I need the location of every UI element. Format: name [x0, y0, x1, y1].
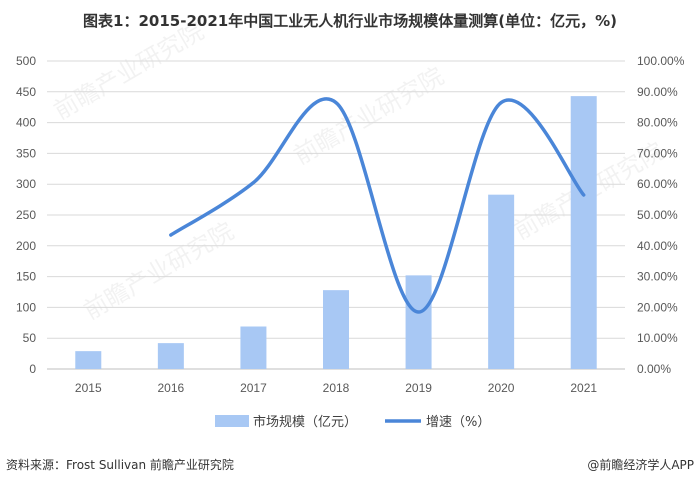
- bar: [75, 351, 102, 369]
- y-axis-left: 0 50 100 150 200 250 300 350 400 450 500: [16, 54, 36, 376]
- y-left-tick-label: 150: [16, 270, 36, 284]
- watermark-text: 前瞻产业研究院: [79, 217, 238, 325]
- y-right-tick-label: 10.00%: [637, 331, 678, 345]
- y-right-tick-label: 20.00%: [637, 300, 678, 314]
- brand-credit: @前瞻经济学人APP: [587, 458, 694, 472]
- y-left-tick-label: 300: [16, 177, 36, 191]
- y-left-tick-label: 500: [16, 54, 36, 68]
- bar: [323, 290, 349, 369]
- legend: 市场规模（亿元） 增速（%）: [215, 414, 490, 430]
- y-right-tick-label: 70.00%: [637, 146, 678, 160]
- x-axis: 2015 2016 2017 2018 2019 2020 2021: [75, 381, 597, 395]
- y-left-tick-label: 350: [16, 146, 36, 160]
- legend-label-line: 增速（%）: [426, 415, 490, 430]
- x-tick-label: 2019: [405, 381, 432, 395]
- x-tick-label: 2016: [158, 381, 185, 395]
- watermark-text: 前瞻产业研究院: [49, 17, 208, 125]
- y-left-tick-label: 250: [16, 208, 36, 222]
- line-series: [169, 97, 586, 314]
- y-axis-right: 0.00% 10.00% 20.00% 30.00% 40.00% 50.00% 60.00…: [637, 54, 685, 376]
- grid-lines: [47, 60, 625, 370]
- chart-title: 图表1：2015-2021年中国工业无人机行业市场规模体量测算(单位：亿元，%): [83, 12, 617, 30]
- y-right-tick-label: 0.00%: [637, 362, 671, 376]
- y-left-tick-label: 200: [16, 239, 36, 253]
- bar: [570, 96, 597, 369]
- y-left-tick-label: 100: [16, 300, 36, 314]
- x-tick-label: 2017: [240, 381, 267, 395]
- y-right-tick-label: 60.00%: [637, 177, 678, 191]
- y-right-tick-label: 80.00%: [637, 116, 678, 130]
- y-left-tick-label: 50: [23, 331, 37, 345]
- source-note: 资料来源：Frost Sullivan 前瞻产业研究院: [6, 458, 234, 472]
- y-left-tick-label: 400: [16, 116, 36, 130]
- bar: [405, 275, 432, 369]
- x-tick-label: 2018: [323, 381, 350, 395]
- legend-label-bar: 市场规模（亿元）: [253, 414, 357, 430]
- bar: [488, 194, 515, 369]
- growth-line: [169, 97, 586, 314]
- bar: [157, 343, 184, 369]
- watermark-text: 前瞻产业研究院: [289, 62, 448, 170]
- bar: [240, 326, 267, 369]
- y-right-tick-label: 100.00%: [637, 54, 685, 68]
- y-left-tick-label: 0: [29, 362, 36, 376]
- x-tick-label: 2020: [488, 381, 515, 395]
- y-left-tick-label: 450: [16, 85, 36, 99]
- legend-bar-swatch: [215, 415, 249, 427]
- y-right-tick-label: 30.00%: [637, 270, 678, 284]
- bar-series: [75, 96, 597, 369]
- y-right-tick-label: 40.00%: [637, 239, 678, 253]
- x-tick-label: 2015: [75, 381, 102, 395]
- y-right-tick-label: 90.00%: [637, 85, 678, 99]
- x-tick-label: 2021: [570, 381, 597, 395]
- y-right-tick-label: 50.00%: [637, 208, 678, 222]
